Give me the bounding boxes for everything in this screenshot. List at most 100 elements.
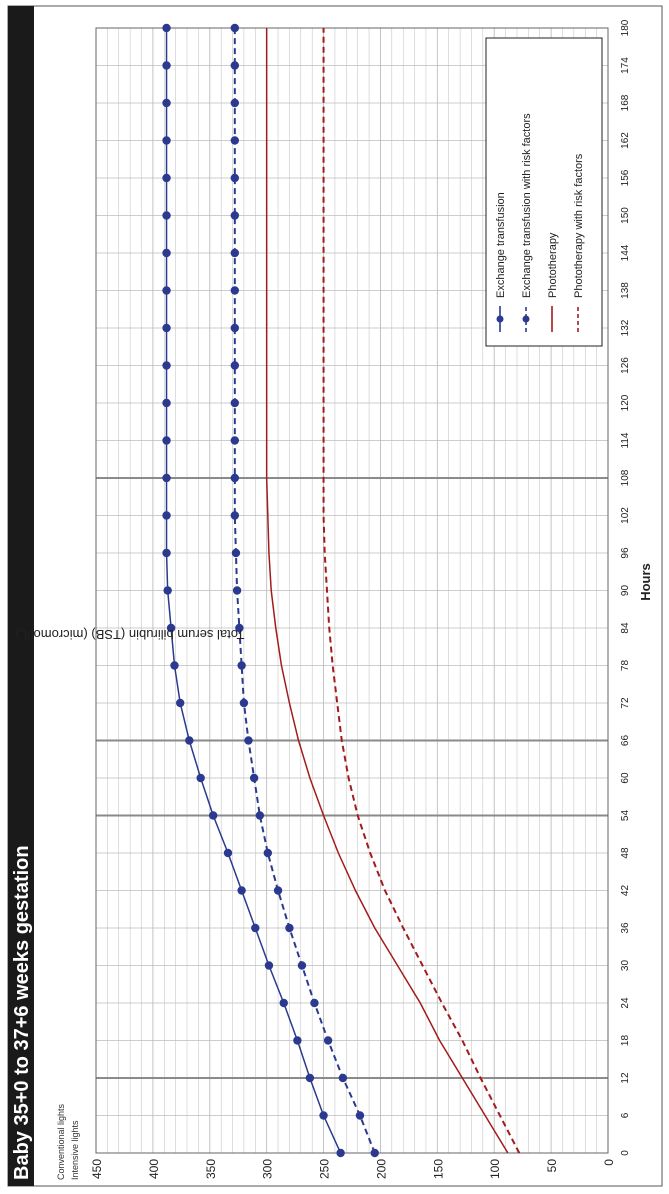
x-tick-label: 114 — [620, 432, 631, 448]
series-point — [162, 136, 171, 145]
series-point — [230, 136, 240, 145]
y-tick-label: 200 — [374, 1159, 388, 1179]
series-point — [162, 211, 171, 220]
series-point — [310, 998, 319, 1008]
series-point — [162, 548, 171, 558]
legend-box — [485, 37, 603, 347]
series-point — [235, 623, 244, 633]
series-point — [230, 173, 240, 183]
series-point — [230, 23, 240, 33]
series-point — [244, 736, 253, 745]
y-tick-label: 250 — [318, 1159, 332, 1179]
series-point — [162, 398, 171, 408]
y-axis-title: Total serum bilirubin (TSB) (micromol/L) — [16, 627, 245, 642]
series-point — [162, 23, 171, 33]
x-tick-label: 180 — [620, 19, 631, 36]
x-tick-label: 30 — [620, 960, 631, 972]
series-line-3 — [322, 28, 521, 1154]
x-tick-label: 78 — [620, 660, 631, 672]
series-point — [162, 248, 171, 258]
series-point — [370, 1148, 379, 1158]
series-point — [338, 1073, 348, 1083]
y-tick-label: 400 — [147, 1159, 161, 1179]
series-point — [285, 923, 294, 933]
x-tick-label: 96 — [620, 547, 631, 559]
series-point — [336, 1148, 345, 1158]
series-point — [230, 511, 240, 520]
series-point — [251, 923, 260, 933]
series-point — [196, 773, 205, 783]
x-tick-label: 126 — [620, 357, 631, 374]
series-point — [232, 586, 242, 595]
x-tick-label: 138 — [620, 282, 631, 299]
series-point — [297, 961, 307, 970]
x-tick-label: 6 — [620, 1112, 631, 1118]
series-point — [223, 848, 233, 858]
series-point — [237, 661, 246, 670]
series-point — [230, 361, 240, 370]
x-tick-label: 132 — [620, 319, 631, 336]
y-tick-label: 0 — [602, 1159, 616, 1166]
x-axis-title: Hours — [638, 563, 653, 601]
legend-marker — [522, 315, 530, 323]
x-tick-label: 84 — [620, 622, 631, 634]
x-tick-labels: 0 6 12 18 24 30 36 42 48 54 60 66 72 78 84 90 96 102 108 11… — [620, 19, 631, 1156]
x-tick-label: 144 — [620, 244, 631, 261]
legend-label: Exchange transfusion with risk factors — [521, 113, 533, 298]
series-point — [162, 98, 171, 108]
y-tick-label: 300 — [261, 1159, 275, 1179]
series-point — [230, 286, 240, 295]
x-tick-label: 102 — [620, 507, 631, 524]
x-tick-label: 108 — [620, 469, 631, 486]
series-point — [162, 323, 171, 333]
x-tick-label: 36 — [620, 922, 631, 934]
series-point — [305, 1073, 315, 1083]
y-tick-label: 350 — [204, 1159, 218, 1179]
x-tick-label: 150 — [620, 207, 631, 224]
series-point — [230, 61, 240, 70]
series-point — [162, 473, 171, 483]
series-point — [355, 1111, 365, 1120]
series-point — [263, 848, 273, 858]
series-point — [230, 323, 240, 333]
x-tick-label: 60 — [620, 772, 631, 784]
series-point — [231, 548, 241, 558]
y-tick-label: 50 — [545, 1159, 559, 1173]
series-point — [293, 1036, 302, 1045]
y-tick-label: 450 — [90, 1159, 104, 1179]
legend-marker — [496, 315, 504, 323]
x-tick-label: 12 — [620, 1072, 631, 1084]
intensive-lights-label: Intensive lights — [70, 1120, 80, 1180]
series-point — [230, 473, 240, 483]
chart-title: Baby 35+0 to 37+6 weeks gestation — [11, 845, 33, 1180]
x-tick-label: 168 — [620, 94, 631, 111]
x-tick-label: 66 — [620, 735, 631, 747]
series-point — [175, 698, 185, 708]
x-tick-label: 120 — [620, 394, 631, 411]
series-line-2 — [265, 28, 509, 1154]
y-tick-label: 150 — [431, 1159, 445, 1179]
series-point — [166, 623, 176, 633]
series-point — [230, 248, 240, 258]
series-point — [208, 811, 218, 820]
conventional-lights-label: Conventional lights — [56, 1103, 66, 1180]
series-point — [319, 1111, 328, 1120]
legend: Exchange transfusion Exchange transfusion… — [485, 37, 603, 347]
y-tick-label: 100 — [488, 1159, 502, 1179]
series-point — [163, 586, 172, 595]
x-tick-label: 18 — [620, 1035, 631, 1047]
series-point — [255, 811, 265, 820]
series-point — [323, 1036, 333, 1045]
x-tick-label: 174 — [620, 57, 631, 74]
x-tick-label: 156 — [620, 169, 631, 186]
legend-label: Phototherapy — [547, 232, 559, 298]
series-point — [273, 886, 283, 895]
x-tick-label: 72 — [620, 697, 631, 709]
x-tick-label: 24 — [620, 997, 631, 1009]
series-point — [279, 998, 288, 1008]
series-point — [264, 961, 274, 970]
y-tick-labels: 0 50 100 150 200 250 300 350 400 450 — [90, 1159, 616, 1179]
series-point — [162, 361, 171, 370]
series-point — [162, 436, 171, 445]
